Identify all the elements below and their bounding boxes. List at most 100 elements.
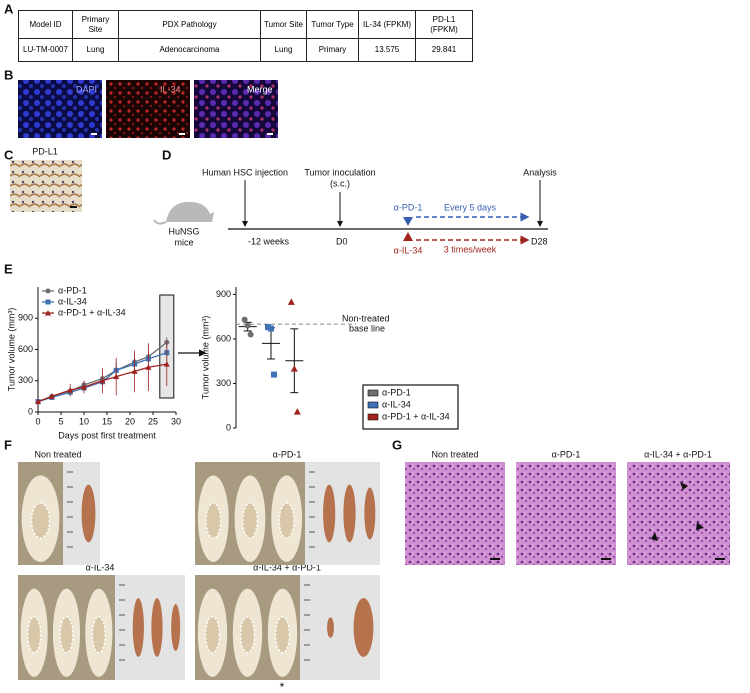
mouse-label: HuNSG bbox=[168, 226, 199, 236]
x-tick-label: 5 bbox=[58, 416, 63, 426]
tumor-outline bbox=[241, 502, 259, 539]
tumor-outline bbox=[278, 502, 295, 539]
marker bbox=[241, 316, 248, 323]
ihc-image bbox=[10, 160, 82, 212]
marker bbox=[145, 364, 152, 370]
marker bbox=[113, 373, 120, 380]
x-tick-label: 0 bbox=[35, 416, 40, 426]
scale-bar bbox=[490, 558, 500, 560]
image-label: IL-34 bbox=[160, 84, 181, 94]
excised-tumor bbox=[327, 617, 334, 638]
cell: LU-TM-0007 bbox=[18, 38, 73, 62]
tumor-outline bbox=[274, 616, 291, 654]
header-cell: Tumor Site bbox=[260, 10, 307, 39]
event-note: (s.c.) bbox=[330, 178, 350, 188]
x-axis-title: Days post first treatment bbox=[58, 430, 156, 440]
marker bbox=[271, 371, 277, 378]
panel-label: B bbox=[4, 67, 13, 82]
treatment-label: α-IL-34 bbox=[394, 245, 423, 255]
excised-tumor bbox=[132, 598, 144, 657]
scale-bar bbox=[601, 558, 611, 560]
group-label: α-IL-34 bbox=[86, 562, 115, 572]
cell: Lung bbox=[260, 38, 307, 62]
legend-marker bbox=[45, 299, 51, 305]
x-tick-label: 25 bbox=[148, 416, 158, 426]
legend-label: α-PD-1 + α-IL-34 bbox=[58, 307, 126, 317]
header-cell: Tumor Type bbox=[306, 10, 359, 39]
model-table: Model ID Primary Site PDX Pathology Tumo… bbox=[18, 10, 473, 62]
marker bbox=[247, 331, 254, 338]
histology-image bbox=[627, 462, 730, 565]
tumor-outline bbox=[239, 616, 256, 654]
treatments: α-PD-1 Every 5 days α-IL-34 3 times/week bbox=[394, 202, 530, 255]
event-label: Tumor inoculation bbox=[304, 167, 375, 177]
treatment-triangle bbox=[403, 217, 413, 226]
marker bbox=[35, 398, 41, 405]
scale-bar bbox=[70, 206, 77, 208]
baseline-label: Non-treated bbox=[342, 313, 390, 323]
image-label: Merge bbox=[247, 84, 273, 94]
panel-label: F bbox=[4, 437, 12, 452]
panel-label: D bbox=[162, 147, 171, 162]
y-tick-label: 0 bbox=[28, 406, 33, 416]
scale-bar bbox=[179, 133, 185, 135]
x-tick-label: 10 bbox=[79, 416, 89, 426]
event-time: D0 bbox=[336, 236, 348, 246]
cell: Adenocarcinoma bbox=[118, 38, 261, 62]
legend-label: α-IL-34 bbox=[382, 399, 411, 409]
tumor-outline bbox=[204, 616, 221, 654]
header-cell: Primary Site bbox=[72, 10, 119, 39]
marker bbox=[293, 408, 301, 415]
tumor-outline bbox=[91, 616, 107, 654]
tumor-outline bbox=[30, 502, 51, 539]
group-label: α-IL-34 + α-PD-1 bbox=[644, 449, 712, 459]
baseline-label: base line bbox=[349, 323, 385, 333]
y-axis-title: Tumor volume (mm³) bbox=[200, 316, 210, 400]
x-tick-label: 20 bbox=[125, 416, 135, 426]
legend-marker bbox=[45, 288, 51, 294]
marker bbox=[48, 393, 55, 399]
y-tick-label: 0 bbox=[226, 422, 231, 432]
event-time: D28 bbox=[531, 236, 548, 246]
marker bbox=[81, 384, 87, 390]
header-row: Model ID Primary Site PDX Pathology Tumo… bbox=[18, 10, 473, 39]
marker bbox=[131, 368, 138, 374]
header-cell: PDX Pathology bbox=[118, 10, 261, 39]
cell: Lung bbox=[72, 38, 119, 62]
excised-tumor bbox=[323, 484, 336, 543]
marker bbox=[290, 365, 298, 372]
tumor-outline bbox=[59, 616, 74, 654]
header-cell: PD-L1 (FPKM) bbox=[415, 10, 473, 39]
y-tick-label: 900 bbox=[18, 313, 33, 323]
excised-tumor bbox=[364, 487, 376, 540]
y-axis-title: Tumor volume (mm³) bbox=[6, 308, 16, 392]
histology-image bbox=[405, 462, 505, 565]
excised-tumor bbox=[171, 603, 181, 652]
x-tick-label: 30 bbox=[171, 416, 181, 426]
note-mark: * bbox=[280, 680, 285, 693]
y-tick-label: 600 bbox=[216, 333, 231, 343]
y-tick-label: 300 bbox=[216, 378, 231, 388]
cell: 13.575 bbox=[358, 38, 416, 62]
fluorescence-image bbox=[106, 80, 190, 138]
panel-label: C bbox=[4, 147, 14, 162]
image-label: DAPI bbox=[76, 84, 97, 94]
data-row: LU-TM-0007 Lung Adenocarcinoma Lung Prim… bbox=[18, 38, 473, 62]
legend-label: α-PD-1 bbox=[382, 387, 411, 397]
marker bbox=[287, 298, 295, 305]
legend-marker bbox=[45, 310, 51, 316]
marker bbox=[268, 325, 274, 332]
x-tick-label: 15 bbox=[102, 416, 112, 426]
legend-label: α-IL-34 bbox=[58, 296, 87, 306]
fluorescence-image bbox=[18, 80, 102, 138]
panel-label: E bbox=[4, 261, 13, 276]
histology-image bbox=[516, 462, 616, 565]
scale-bar bbox=[91, 133, 97, 135]
group-label: α-PD-1 bbox=[273, 449, 302, 459]
legend-swatch bbox=[367, 401, 379, 409]
scale-bar bbox=[267, 133, 273, 135]
cell: 29.841 bbox=[415, 38, 473, 62]
event-label: Human HSC injection bbox=[202, 167, 288, 177]
group-label: Non treated bbox=[431, 449, 478, 459]
